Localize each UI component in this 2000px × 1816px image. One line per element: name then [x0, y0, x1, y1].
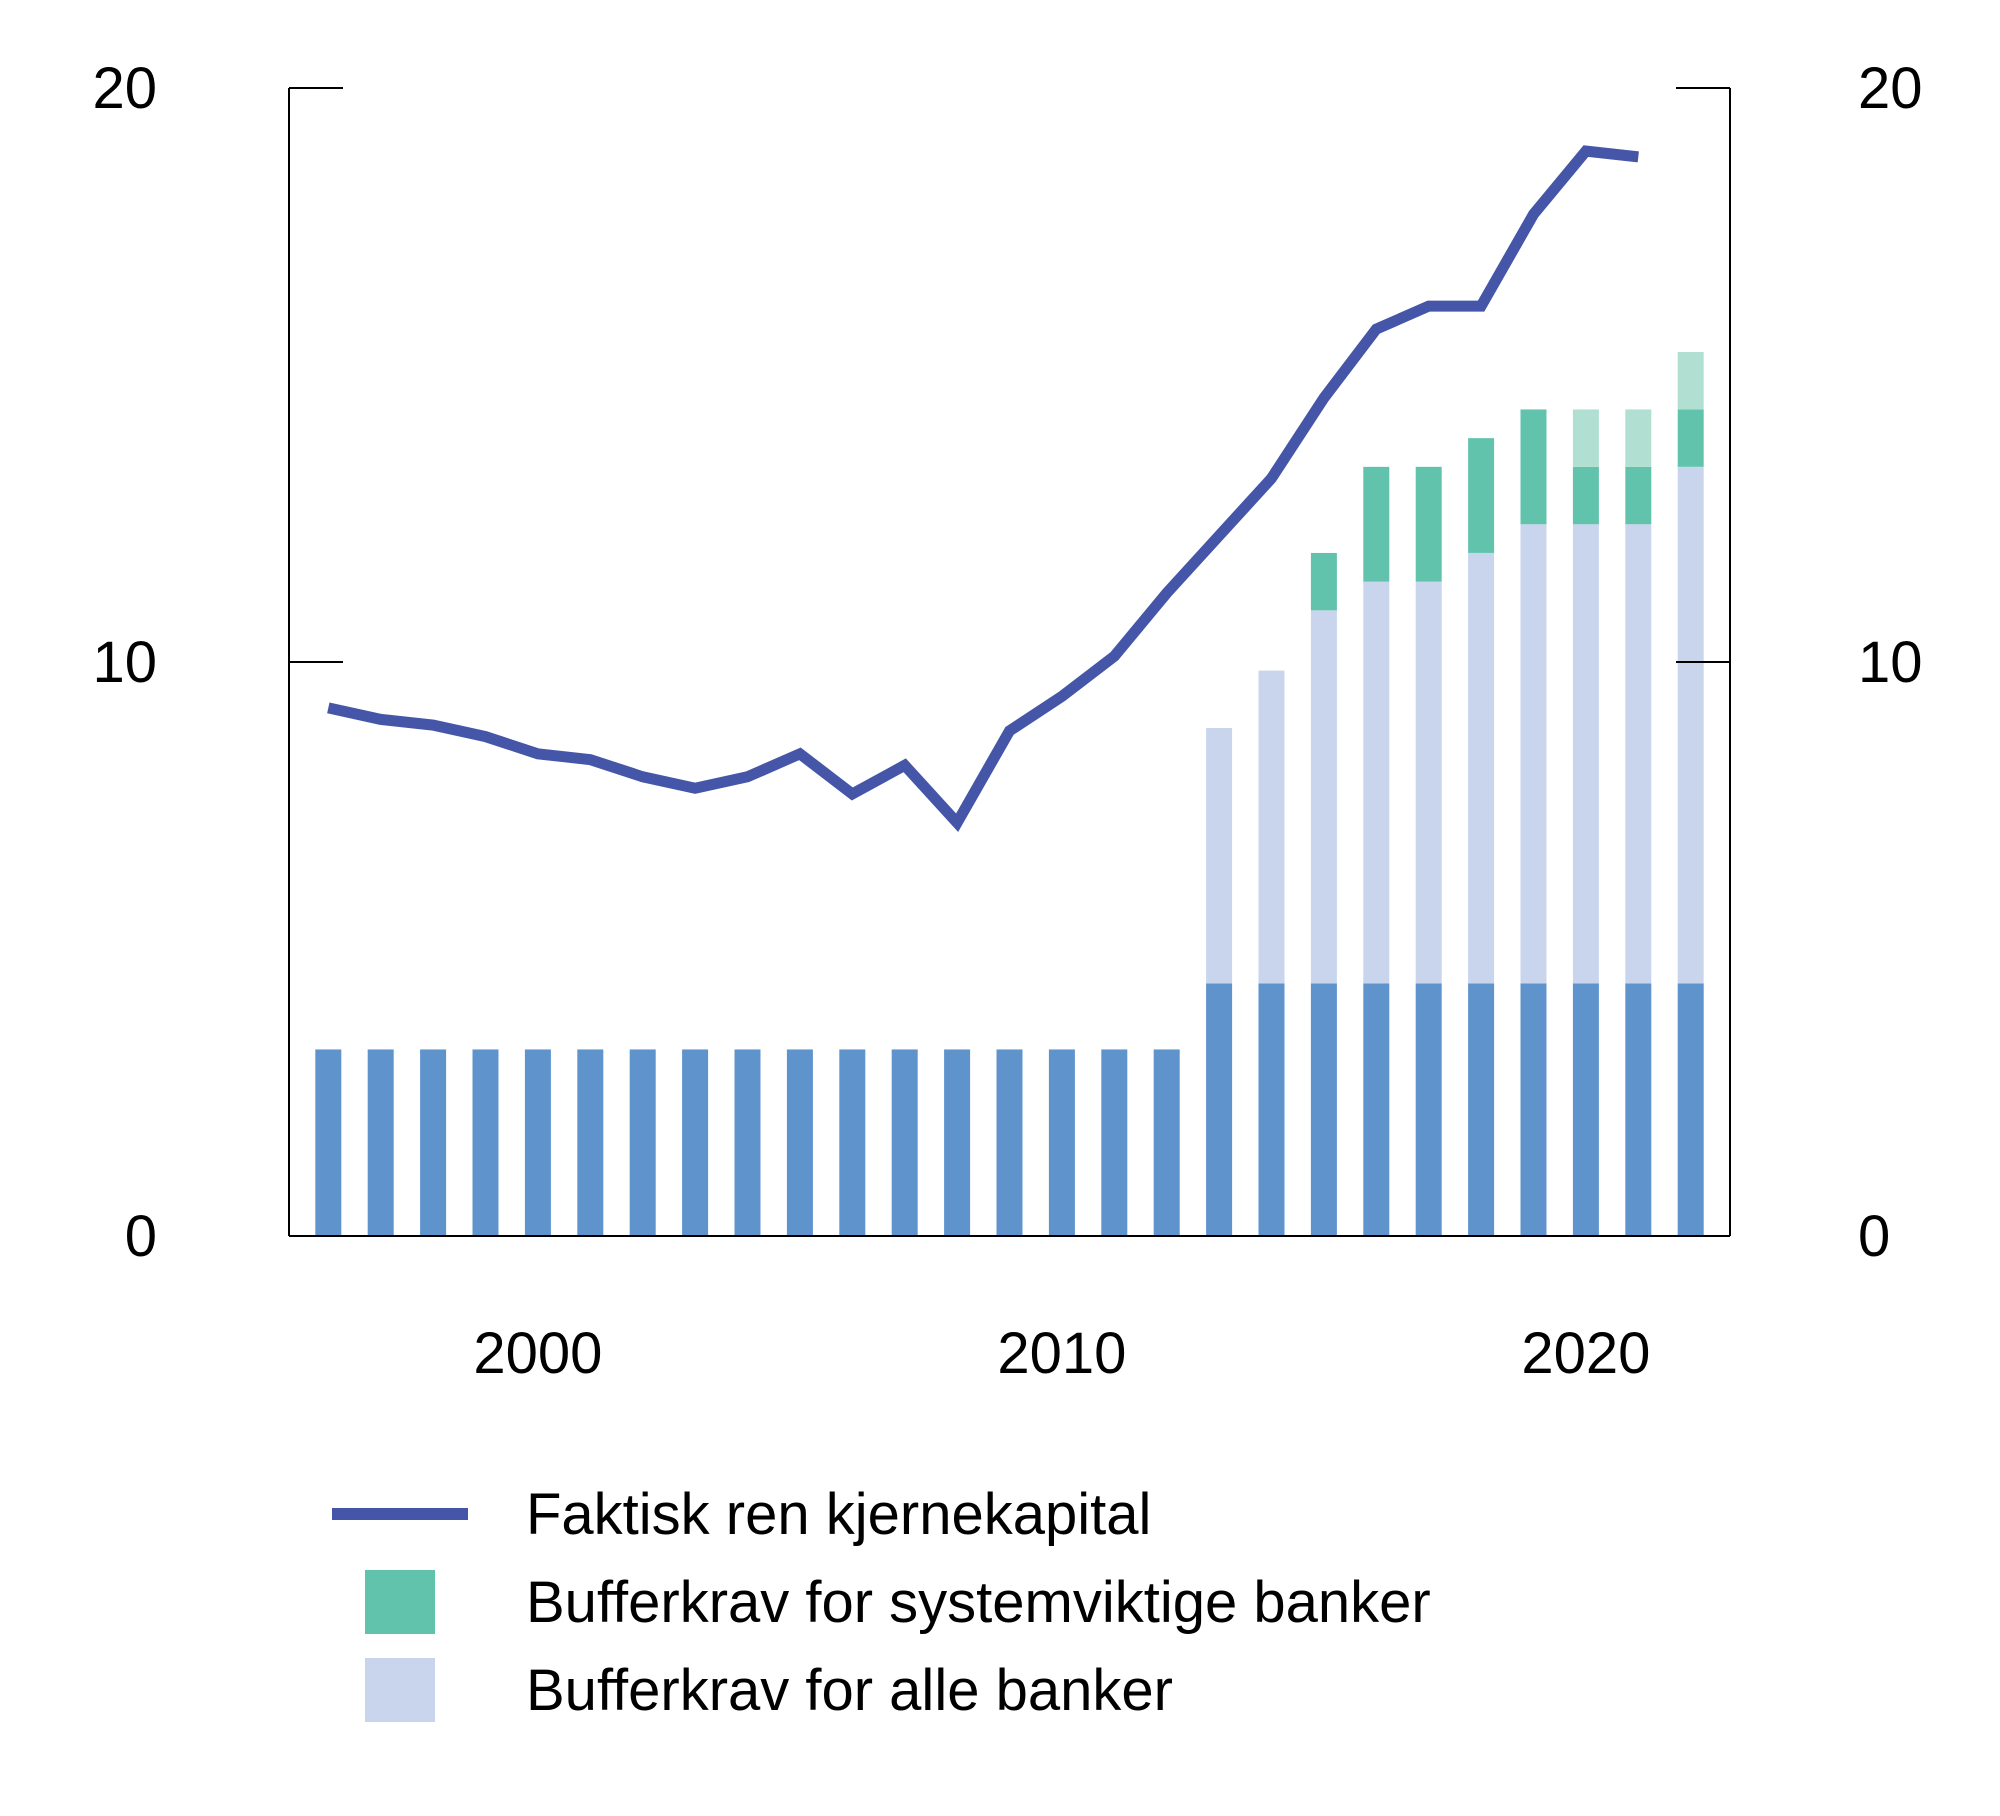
bar-base-2013	[1206, 983, 1233, 1236]
bar-base-2005	[786, 1049, 813, 1236]
bar-systemic_light-2021	[1625, 409, 1652, 467]
bar-all_banks-2013	[1206, 728, 1233, 984]
bar-all_banks-2021	[1625, 524, 1652, 984]
bar-base-2002	[629, 1049, 656, 1236]
bar-base-1999	[472, 1049, 499, 1236]
legend-line-swatch	[330, 1482, 470, 1546]
bar-base-2007	[891, 1049, 918, 1236]
bar-all_banks-2022	[1677, 466, 1704, 984]
y-left-tick-label: 10	[92, 630, 157, 695]
legend-line-marker	[332, 1508, 468, 1520]
bar-systemic-2017	[1415, 466, 1442, 582]
bar-all_banks-2019	[1520, 524, 1547, 984]
bar-systemic-2022	[1677, 409, 1704, 467]
bar-base-2001	[577, 1049, 604, 1236]
bar-all_banks-2017	[1415, 581, 1442, 984]
bar-base-2004	[734, 1049, 761, 1236]
legend-item-systemic: Bufferkrav for systemviktige banker	[330, 1558, 1431, 1646]
legend-line-label: Faktisk ren kjernekapital	[526, 1481, 1152, 1547]
legend-item-all-banks: Bufferkrav for alle banker	[330, 1646, 1431, 1734]
bar-all_banks-2014	[1258, 670, 1285, 984]
bar-systemic_light-2022	[1677, 352, 1704, 410]
bar-systemic-2021	[1625, 466, 1652, 525]
bar-base-1998	[420, 1049, 447, 1236]
legend-item-line: Faktisk ren kjernekapital	[330, 1470, 1431, 1558]
legend-all-banks-label: Bufferkrav for alle banker	[526, 1657, 1173, 1723]
bar-base-2003	[682, 1049, 709, 1236]
bar-base-1996	[315, 1049, 342, 1236]
bar-base-2017	[1415, 983, 1442, 1236]
bar-systemic-2015	[1310, 552, 1337, 611]
bar-systemic_light-2020	[1572, 409, 1599, 467]
bars-group	[315, 352, 1704, 1236]
y-right-tick-label: 0	[1858, 1204, 1890, 1269]
y-left-tick-label: 20	[92, 56, 157, 121]
bar-systemic-2020	[1572, 466, 1599, 525]
bar-base-2006	[839, 1049, 866, 1236]
legend-systemic-box	[365, 1570, 435, 1634]
line-faktisk-ren-kjernekapital	[327, 145, 1639, 832]
legend-all-banks-swatch	[330, 1658, 470, 1722]
bar-base-2021	[1625, 983, 1652, 1236]
bar-systemic-2019	[1520, 409, 1547, 525]
bar-base-2022	[1677, 983, 1704, 1236]
line-layer	[327, 145, 1639, 832]
bar-base-2016	[1363, 983, 1390, 1236]
legend-all-banks-box	[365, 1658, 435, 1722]
bar-base-2008	[944, 1049, 971, 1236]
bar-base-2011	[1101, 1049, 1128, 1236]
bar-systemic-2018	[1468, 438, 1495, 553]
bar-base-2014	[1258, 983, 1285, 1236]
y-left-tick-label: 0	[125, 1204, 157, 1269]
x-tick-label: 2000	[473, 1321, 602, 1386]
x-tick-label: 2020	[1521, 1321, 1650, 1386]
bar-base-2018	[1468, 983, 1495, 1236]
bar-base-2010	[1048, 1049, 1075, 1236]
bar-base-2012	[1153, 1049, 1180, 1236]
bar-all_banks-2015	[1310, 610, 1337, 984]
bar-all_banks-2018	[1468, 552, 1495, 984]
bar-base-2020	[1572, 983, 1599, 1236]
bar-base-2000	[524, 1049, 551, 1236]
bar-base-2019	[1520, 983, 1547, 1236]
legend-systemic-label: Bufferkrav for systemviktige banker	[526, 1569, 1431, 1635]
bar-systemic-2016	[1363, 466, 1390, 582]
bar-base-1997	[367, 1049, 394, 1236]
legend: Faktisk ren kjernekapital Bufferkrav for…	[330, 1470, 1431, 1734]
y-right-tick-label: 10	[1858, 630, 1923, 695]
y-right-tick-label: 20	[1858, 56, 1923, 121]
legend-systemic-swatch	[330, 1570, 470, 1634]
bar-base-2009	[996, 1049, 1023, 1236]
bar-base-2015	[1310, 983, 1337, 1236]
bar-all_banks-2016	[1363, 581, 1390, 984]
x-tick-label: 2010	[997, 1321, 1126, 1386]
bar-all_banks-2020	[1572, 524, 1599, 984]
